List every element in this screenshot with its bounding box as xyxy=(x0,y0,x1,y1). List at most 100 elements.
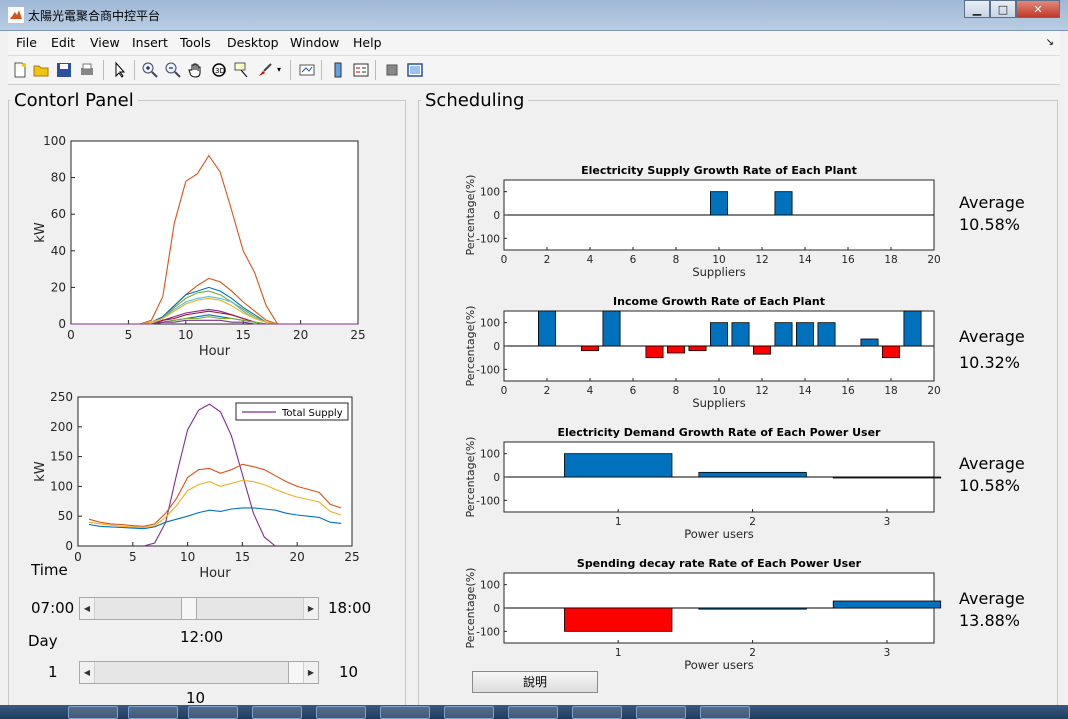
time-slider-thumb[interactable] xyxy=(181,598,198,619)
taskbar-app-button[interactable] xyxy=(188,706,238,719)
x-tick-label: 5 xyxy=(129,550,137,564)
taskbar-app-button[interactable] xyxy=(700,706,750,719)
open-folder-icon[interactable] xyxy=(32,61,50,79)
bar xyxy=(817,322,836,347)
link-plot-icon[interactable] xyxy=(298,61,316,79)
x-tick-label: 8 xyxy=(673,385,680,397)
menu-edit[interactable]: Edit xyxy=(51,35,76,50)
bar xyxy=(860,338,879,347)
hide-plot-tools-icon[interactable] xyxy=(383,61,401,79)
bar xyxy=(832,476,942,479)
bar xyxy=(832,600,942,609)
legend-icon[interactable] xyxy=(352,61,370,79)
average-value: 10.58% xyxy=(959,215,1021,234)
data-cursor-icon[interactable] xyxy=(233,61,251,79)
y-tick-label: 200 xyxy=(50,420,73,434)
pointer-icon[interactable] xyxy=(111,61,129,79)
dock-arrow-icon[interactable]: ↘ xyxy=(1045,37,1054,48)
menu-desktop[interactable]: Desktop xyxy=(227,35,279,50)
y-axis-label: Percentage(%) xyxy=(464,437,477,518)
bar xyxy=(645,345,664,359)
menu-file[interactable]: File xyxy=(16,35,37,50)
print-icon[interactable] xyxy=(78,61,96,79)
close-button[interactable]: ✕ xyxy=(1016,0,1060,18)
x-axis-label: Suppliers xyxy=(692,265,745,279)
y-tick-label: 100 xyxy=(43,134,66,148)
slider-right-arrow-icon[interactable]: ▶ xyxy=(303,598,318,619)
minimize-button[interactable]: ▁ xyxy=(964,0,990,18)
scheduling-panel-title: Scheduling xyxy=(421,90,529,111)
y-tick-label: 60 xyxy=(51,207,66,221)
x-tick-label: 18 xyxy=(884,385,897,397)
day-slider[interactable]: ◀ ▶ xyxy=(79,661,319,684)
x-tick-label: 4 xyxy=(587,385,594,397)
taskbar-app-button[interactable] xyxy=(68,706,118,719)
menu-window[interactable]: Window xyxy=(290,35,340,50)
x-tick-label: 10 xyxy=(712,385,725,397)
demand-growth-plot[interactable]: Electricity Demand Growth Rate of Each P… xyxy=(455,424,945,548)
y-tick-label: 250 xyxy=(50,390,73,404)
taskbar-app-button[interactable] xyxy=(636,706,686,719)
y-tick-label: 100 xyxy=(480,187,500,199)
average-label: Average xyxy=(959,193,1025,212)
x-tick-label: 3 xyxy=(884,516,891,528)
slider-right-arrow-icon[interactable]: ▶ xyxy=(303,662,318,683)
day-slider-thumb[interactable] xyxy=(288,662,304,683)
maximize-button[interactable]: □ xyxy=(990,0,1016,18)
income-growth-plot[interactable]: Income Growth Rate of Each Plant 0 2 4 6 8 10 1… xyxy=(455,293,945,417)
dropdown-arrow-icon[interactable]: ▾ xyxy=(277,65,282,74)
slider-left-arrow-icon[interactable]: ◀ xyxy=(80,598,95,619)
y-tick-label: -100 xyxy=(476,364,500,376)
time-max-label: 18:00 xyxy=(328,599,372,617)
menu-help[interactable]: Help xyxy=(353,35,382,50)
taskbar-app-button[interactable] xyxy=(128,706,178,719)
supply-growth-plot[interactable]: Electricity Supply Growth Rate of Each P… xyxy=(455,162,945,286)
menu-insert[interactable]: Insert xyxy=(132,35,168,50)
x-tick-label: 15 xyxy=(235,550,250,564)
taskbar-app-button[interactable] xyxy=(444,706,494,719)
bar xyxy=(731,322,750,347)
taskbar-app-button[interactable] xyxy=(252,706,302,719)
y-tick-label: 0 xyxy=(493,210,500,222)
chart-title: Spending decay rate Rate of Each Power U… xyxy=(577,557,862,570)
taskbar-app-button[interactable] xyxy=(508,706,558,719)
bar xyxy=(602,310,621,347)
taskbar-app-button[interactable] xyxy=(316,706,366,719)
y-tick-label: 100 xyxy=(480,449,500,461)
y-tick-label: 80 xyxy=(51,171,66,185)
rotate-3d-icon[interactable]: 3D xyxy=(210,61,228,79)
slider-left-arrow-icon[interactable]: ◀ xyxy=(80,662,95,683)
window-titlebar[interactable]: 太陽光電聚合商中控平台 ▁ □ ✕ xyxy=(0,0,1068,31)
y-tick-label: 0 xyxy=(493,603,500,615)
taskbar-app-button[interactable] xyxy=(380,706,430,719)
y-axis-label: Percentage(%) xyxy=(464,568,477,649)
pv-output-plot[interactable]: 0 5 10 15 20 25 0 20 40 60 80 100 Hour kW xyxy=(30,130,370,365)
time-slider[interactable]: ◀ ▶ xyxy=(79,597,319,620)
x-axis-label: Hour xyxy=(199,566,231,581)
new-file-icon[interactable] xyxy=(11,61,29,79)
matlab-icon xyxy=(8,7,24,23)
x-tick-label: 4 xyxy=(587,254,594,266)
zoom-out-icon[interactable] xyxy=(164,61,182,79)
spending-decay-plot[interactable]: Spending decay rate Rate of Each Power U… xyxy=(455,555,945,679)
explain-button[interactable]: 說明 xyxy=(472,671,598,693)
taskbar-app-button[interactable] xyxy=(572,706,622,719)
brush-icon[interactable] xyxy=(256,61,274,79)
menu-view[interactable]: View xyxy=(90,35,120,50)
save-icon[interactable] xyxy=(55,61,73,79)
x-tick-label: 20 xyxy=(293,328,308,342)
y-tick-label: 50 xyxy=(58,509,73,523)
time-min-label: 07:00 xyxy=(31,599,75,617)
os-taskbar xyxy=(0,705,1068,719)
x-tick-label: 20 xyxy=(927,385,940,397)
chart-title: Income Growth Rate of Each Plant xyxy=(613,295,825,308)
show-plot-tools-icon[interactable] xyxy=(406,61,424,79)
series-line xyxy=(88,463,342,527)
colorbar-icon[interactable] xyxy=(329,61,347,79)
zoom-in-icon[interactable] xyxy=(141,61,159,79)
menu-tools[interactable]: Tools xyxy=(180,35,211,50)
maximize-icon: □ xyxy=(997,2,1009,16)
x-tick-label: 16 xyxy=(841,254,855,266)
pan-hand-icon[interactable] xyxy=(187,61,205,79)
